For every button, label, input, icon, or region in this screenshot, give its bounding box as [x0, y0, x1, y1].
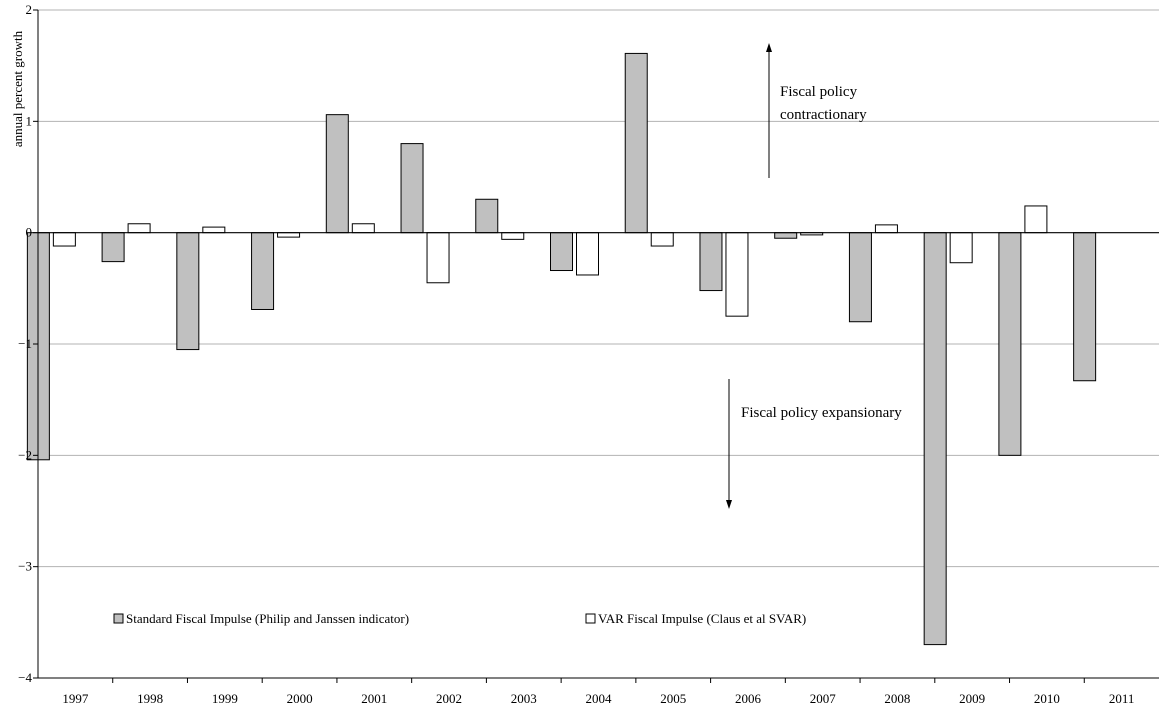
x-tick-label: 2007	[810, 691, 837, 706]
y-tick-label: −2	[18, 447, 32, 462]
bar-standard-1999	[176, 232, 200, 351]
legend-item-standard: Standard Fiscal Impulse (Philip and Jans…	[113, 611, 409, 626]
bar-var-2009	[949, 232, 973, 264]
x-tick-label: 2005	[660, 691, 686, 706]
bar-var-1999	[202, 226, 226, 234]
bar-var-2003	[501, 232, 525, 240]
y-tick-label: −4	[18, 670, 32, 685]
up-arrowhead-icon	[766, 43, 772, 52]
bar-standard-1998	[101, 232, 125, 263]
bar-standard-2002	[400, 143, 424, 234]
bar-standard-2001	[325, 114, 349, 234]
bar-standard-2007	[774, 232, 798, 239]
bar-var-2006	[725, 232, 749, 317]
annotation-contractionary-line2: contractionary	[780, 107, 867, 123]
bar-standard-2011	[1073, 232, 1097, 382]
bar-standard-2000	[251, 232, 275, 310]
legend-item-var: VAR Fiscal Impulse (Claus et al SVAR)	[585, 611, 806, 626]
legend: Standard Fiscal Impulse (Philip and Jans…	[113, 611, 806, 626]
x-tick-labels: 1997 1998 1999 2000 2001 2002 2003 2004 2005 2006…	[62, 691, 1134, 706]
bar-var-2005	[650, 232, 674, 247]
x-tick-label: 2003	[511, 691, 537, 706]
x-tick-label: 2001	[361, 691, 387, 706]
legend-swatch-standard	[113, 613, 124, 624]
y-axis-title: annual percent growth	[10, 30, 25, 147]
x-tick-label: 2011	[1109, 691, 1135, 706]
y-tick-label: −1	[18, 336, 32, 351]
bar-var-2008	[874, 224, 898, 234]
bar-standard-2004	[550, 232, 573, 272]
x-tick-label: 1998	[137, 691, 163, 706]
legend-label-var: VAR Fiscal Impulse (Claus et al SVAR)	[598, 611, 806, 626]
down-arrowhead-icon	[726, 500, 732, 509]
annotation-contractionary-line1: Fiscal policy	[780, 84, 858, 100]
annotation-contractionary: Fiscal policy contractionary	[766, 43, 867, 178]
bar-standard-2003	[475, 198, 499, 234]
bar-var-2002	[426, 232, 450, 284]
bar-standard-2006	[699, 232, 723, 292]
axes	[33, 9, 1159, 683]
legend-swatch-var	[585, 613, 596, 624]
bar-standard-2009	[923, 232, 947, 646]
x-tick-label: 2000	[287, 691, 313, 706]
y-tick-label: 1	[26, 113, 33, 128]
y-tick-labels: 2 1 0 −1 −2 −3 −4	[18, 2, 32, 685]
bar-standard-2008	[848, 232, 872, 323]
x-tick-label: 1997	[62, 691, 89, 706]
legend-label-standard: Standard Fiscal Impulse (Philip and Jans…	[126, 611, 409, 626]
bar-var-1997	[52, 232, 76, 247]
bar-var-1998	[127, 223, 151, 234]
bar-standard-2010	[998, 232, 1022, 456]
bar-var-2010	[1024, 205, 1048, 234]
y-tick-label: 2	[26, 2, 33, 17]
y-tick-label: 0	[26, 225, 33, 240]
bar-var-2004	[576, 232, 599, 276]
gridlines	[38, 9, 1159, 568]
annotation-expansionary: Fiscal policy expansionary	[726, 379, 902, 509]
x-tick-label: 2009	[959, 691, 985, 706]
x-tick-label: 2004	[586, 691, 613, 706]
y-tick-label: −3	[18, 559, 32, 574]
x-tick-label: 2002	[436, 691, 462, 706]
x-tick-label: 2006	[735, 691, 762, 706]
annotation-expansionary-text: Fiscal policy expansionary	[741, 405, 902, 421]
x-tick-label: 2010	[1034, 691, 1060, 706]
bar-var-2000	[277, 232, 301, 238]
bars	[26, 52, 1097, 646]
x-tick-label: 2008	[884, 691, 910, 706]
bar-standard-2005	[624, 52, 648, 234]
x-tick-label: 1999	[212, 691, 238, 706]
bar-var-2001	[351, 223, 375, 234]
